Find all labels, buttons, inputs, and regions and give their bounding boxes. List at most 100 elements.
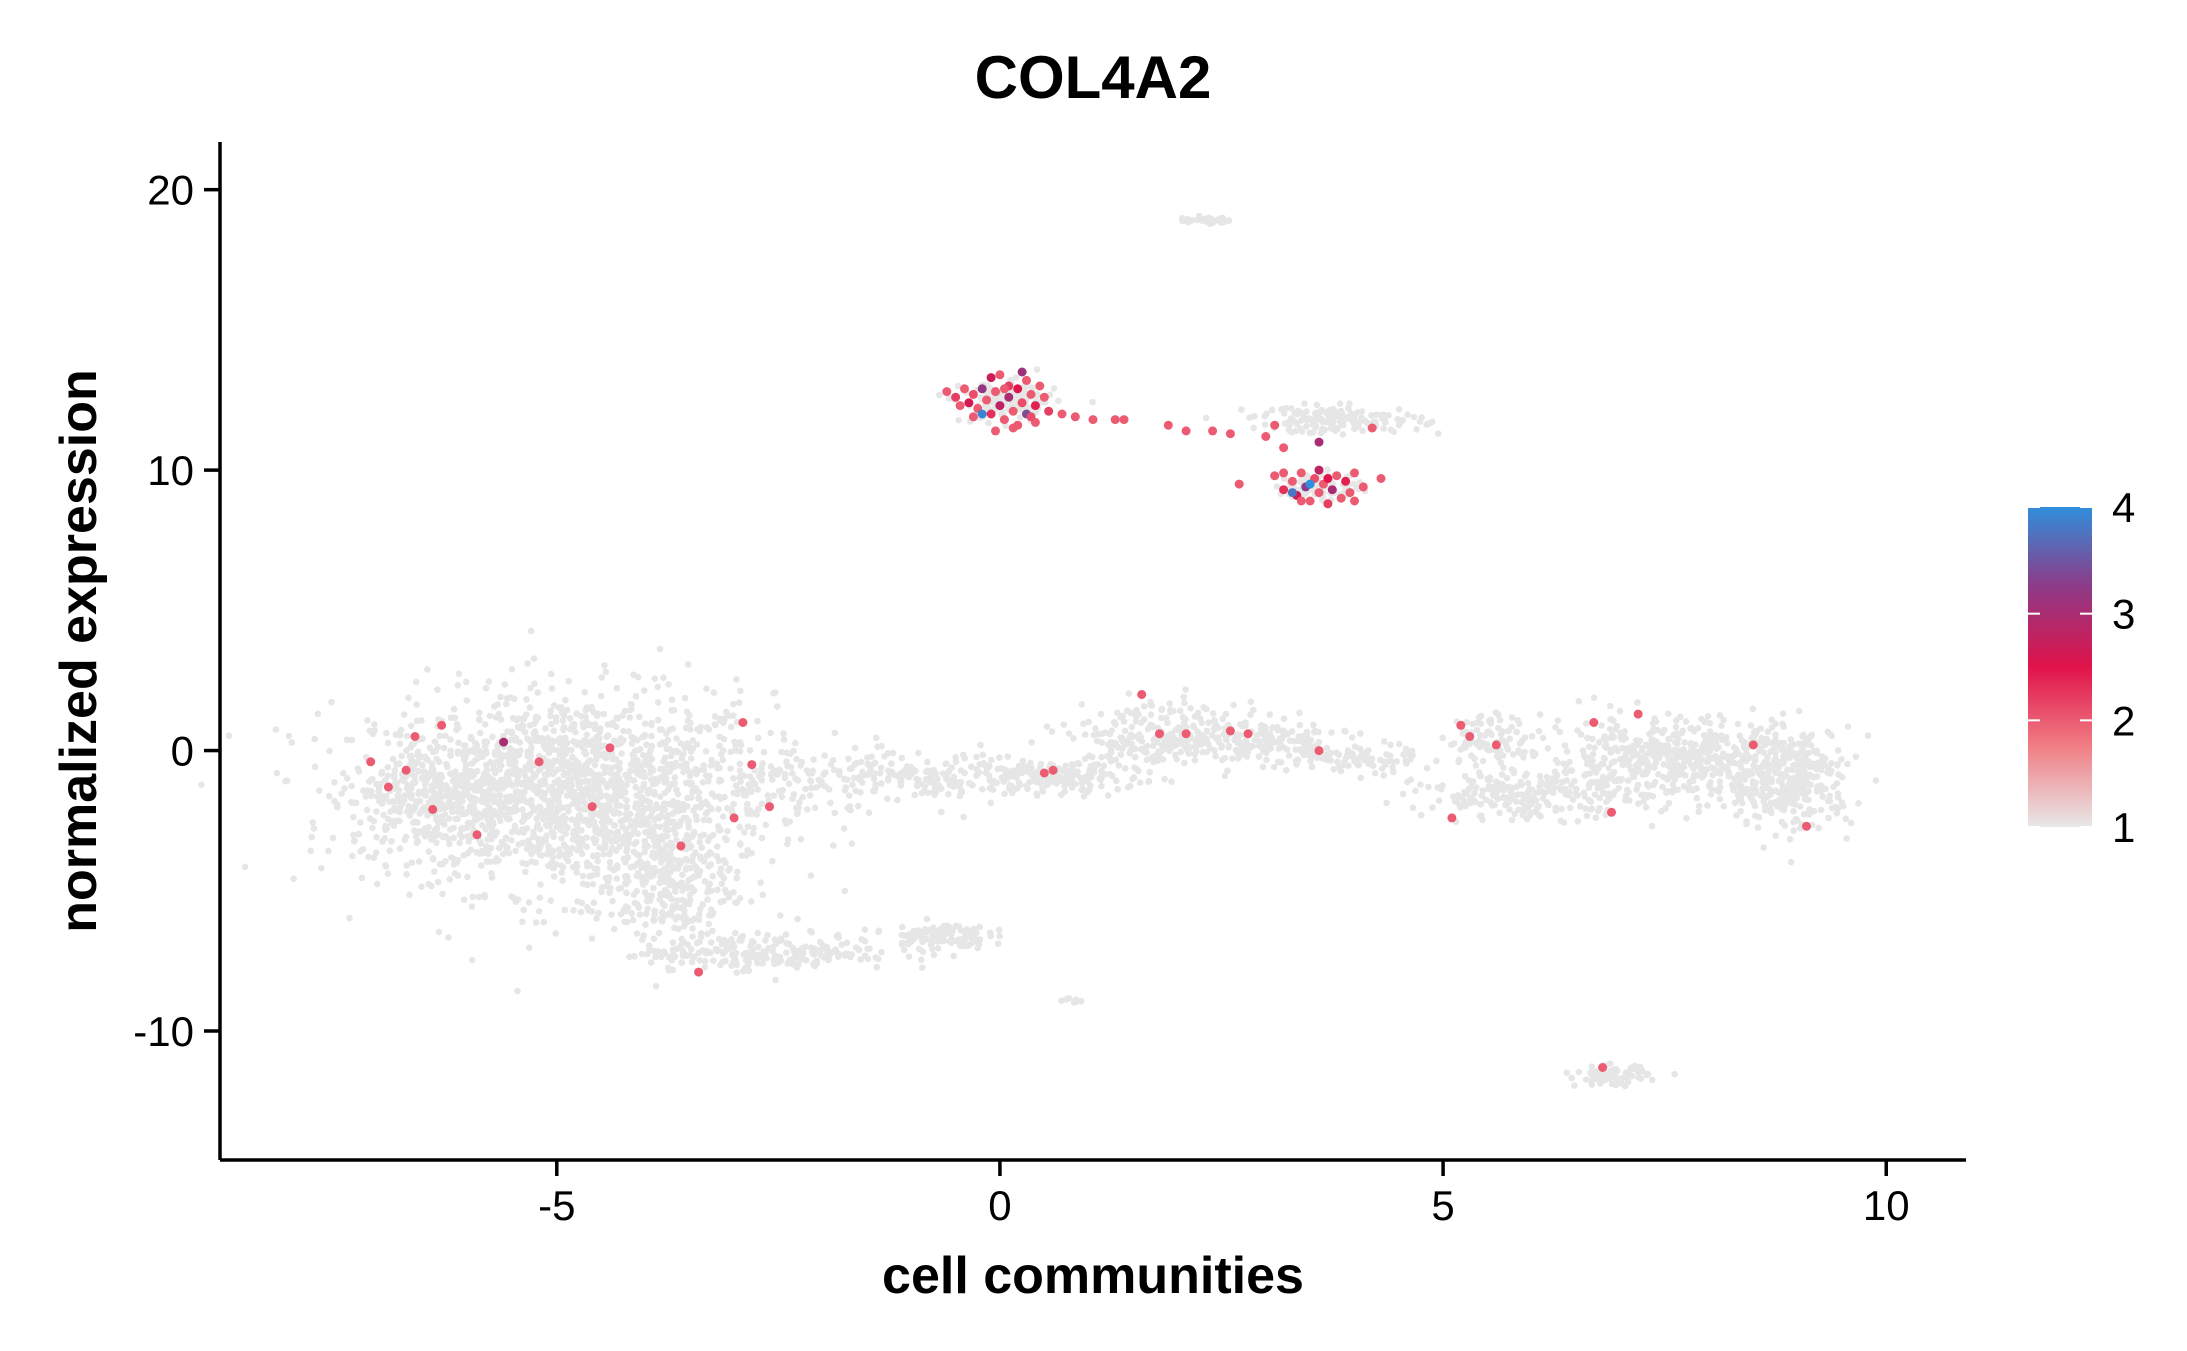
- cell-point: [986, 777, 994, 784]
- cell-point: [1834, 790, 1842, 797]
- cell-point: [829, 949, 836, 956]
- cell-point: [1817, 758, 1825, 766]
- cell-point: [1704, 802, 1711, 809]
- cell-point: [968, 928, 976, 935]
- cell-point: [552, 930, 559, 937]
- cell-point: [1404, 778, 1411, 786]
- cell-point: [1584, 734, 1591, 742]
- cell-point: [1062, 762, 1069, 770]
- cell-point: [1790, 807, 1797, 815]
- cell-point: [1642, 803, 1650, 811]
- cell-point: [1561, 768, 1569, 775]
- cell-point: [765, 944, 772, 952]
- cell-point: [241, 863, 249, 871]
- cell-point: [425, 880, 433, 888]
- cell-point: [655, 929, 663, 937]
- cell-point: [363, 806, 371, 814]
- cell-point: [471, 745, 478, 753]
- cell-point: [610, 925, 618, 933]
- cell-point: [767, 763, 775, 770]
- cell-point: [648, 719, 656, 727]
- cell-point: [1737, 782, 1745, 790]
- cell-point: [656, 823, 664, 831]
- cell-point: [1719, 736, 1726, 744]
- cell-point: [496, 817, 504, 825]
- cell-point: [381, 777, 389, 784]
- cell-point: [736, 823, 744, 831]
- cell-point: [508, 828, 516, 836]
- cell-point: [1161, 737, 1169, 744]
- cell-point: [1557, 817, 1565, 825]
- cell-point: [1079, 785, 1086, 793]
- cell-point: [346, 914, 353, 922]
- cell-point: [841, 887, 849, 895]
- cell-point: [578, 899, 586, 907]
- cell-point: [1589, 750, 1597, 758]
- cell-point: [1608, 759, 1616, 766]
- cell-point: [639, 817, 646, 825]
- cell-point: [699, 947, 706, 954]
- cell-point: [537, 881, 544, 888]
- cell-point: [783, 749, 790, 757]
- cell-point: [498, 755, 505, 763]
- cell-point: [547, 712, 554, 720]
- cell-point: [1787, 858, 1795, 866]
- cell-point: [431, 826, 439, 833]
- cell-point: [674, 897, 682, 904]
- cell-point: [1532, 808, 1540, 816]
- cell-point: [438, 772, 445, 779]
- cell-point: [602, 751, 610, 758]
- cell-point: [1757, 744, 1764, 751]
- cell-point: [654, 683, 662, 691]
- cell-point: [854, 802, 862, 810]
- cell-point: [1663, 745, 1670, 752]
- cell-point: [670, 856, 677, 863]
- cell-point: [393, 760, 400, 768]
- cell-point: [591, 721, 599, 728]
- cell-point: [696, 905, 704, 913]
- cell-point: [793, 955, 801, 962]
- cell-point: [608, 911, 615, 918]
- cell-point: [859, 768, 866, 776]
- cell-point: [663, 730, 670, 737]
- cell-point: [779, 786, 786, 794]
- cell-point: [689, 925, 696, 932]
- cell-point: [536, 894, 544, 901]
- cell-point: [476, 729, 484, 737]
- cell-point: [1034, 391, 1041, 399]
- cell-point: [375, 793, 382, 801]
- cell-point: [897, 777, 904, 785]
- cell-point: [1818, 766, 1825, 774]
- cell-point: [549, 770, 557, 778]
- cell-point: [476, 709, 483, 716]
- cell-point: [1698, 715, 1705, 723]
- cell-point: [464, 849, 472, 857]
- cell-point: [1167, 708, 1174, 716]
- cell-point: [1481, 741, 1488, 748]
- cell-point: [1797, 787, 1804, 795]
- cell-point: [1180, 693, 1187, 701]
- cell-point: [560, 779, 567, 787]
- cell-point: [369, 730, 377, 738]
- cell-point: [717, 795, 725, 803]
- cell-point: [1190, 723, 1198, 731]
- cell-point: [421, 768, 428, 775]
- cell-point: [454, 790, 462, 798]
- cell-point: [625, 728, 632, 735]
- cell-point: [938, 808, 945, 816]
- cell-point: [448, 793, 456, 801]
- cell-point: [721, 948, 729, 955]
- cell-point: [1084, 773, 1091, 781]
- cell-point: [770, 690, 777, 697]
- cell-point: [1479, 757, 1487, 765]
- cell-point: [1780, 806, 1788, 814]
- cell-point: [586, 757, 594, 764]
- cell-point: [371, 721, 378, 728]
- cell-point: [794, 777, 802, 784]
- cell-point: [369, 824, 376, 832]
- cell-point: [450, 705, 458, 713]
- cell-point: [1301, 400, 1308, 407]
- cell-point: [1212, 752, 1219, 760]
- cell-point: [952, 754, 959, 761]
- cell-point: [797, 947, 804, 954]
